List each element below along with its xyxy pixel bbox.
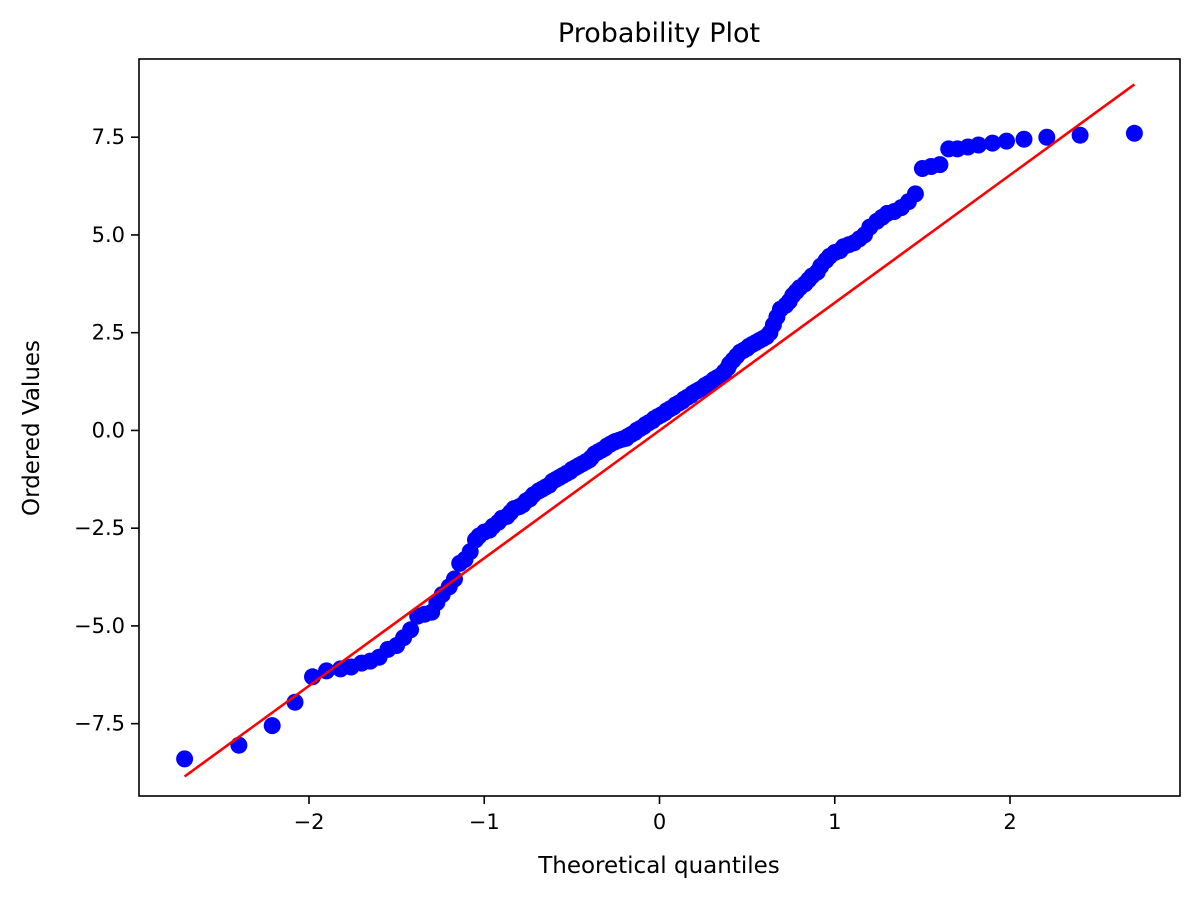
x-tick-label: −1 [469, 810, 500, 834]
y-tick-label: 0.0 [92, 418, 125, 442]
x-tick-label: 2 [1003, 810, 1016, 834]
x-axis: −2 −1 0 1 2 [294, 796, 1017, 834]
data-point [263, 717, 281, 735]
y-axis-label: Ordered Values [19, 340, 45, 516]
y-tick-label: −5.0 [74, 614, 125, 638]
chart-title: Probability Plot [558, 18, 760, 49]
y-tick-label: 5.0 [92, 223, 125, 247]
data-point [1038, 128, 1056, 146]
x-tick-label: −2 [294, 810, 325, 834]
fit-line [183, 83, 1136, 778]
data-point [970, 136, 987, 154]
data-point [998, 132, 1015, 150]
y-axis: −7.5 −5.0 −2.5 0.0 2.5 5.0 7.5 [74, 125, 139, 736]
data-point [1015, 130, 1033, 148]
y-tick-label: −2.5 [74, 516, 125, 540]
x-tick-label: 1 [828, 810, 841, 834]
data-point [1125, 124, 1143, 142]
y-tick-label: 2.5 [92, 321, 125, 345]
plot-area [176, 83, 1143, 778]
data-point [230, 736, 248, 754]
data-point [176, 750, 194, 768]
data-point [402, 621, 420, 639]
data-point [931, 156, 949, 174]
data-point [1071, 126, 1089, 144]
x-axis-label: Theoretical quantiles [537, 853, 780, 879]
y-tick-label: −7.5 [74, 712, 125, 736]
data-point [906, 185, 924, 203]
x-tick-label: 0 [653, 810, 666, 834]
y-tick-label: 7.5 [92, 125, 125, 149]
data-point [984, 134, 1001, 152]
